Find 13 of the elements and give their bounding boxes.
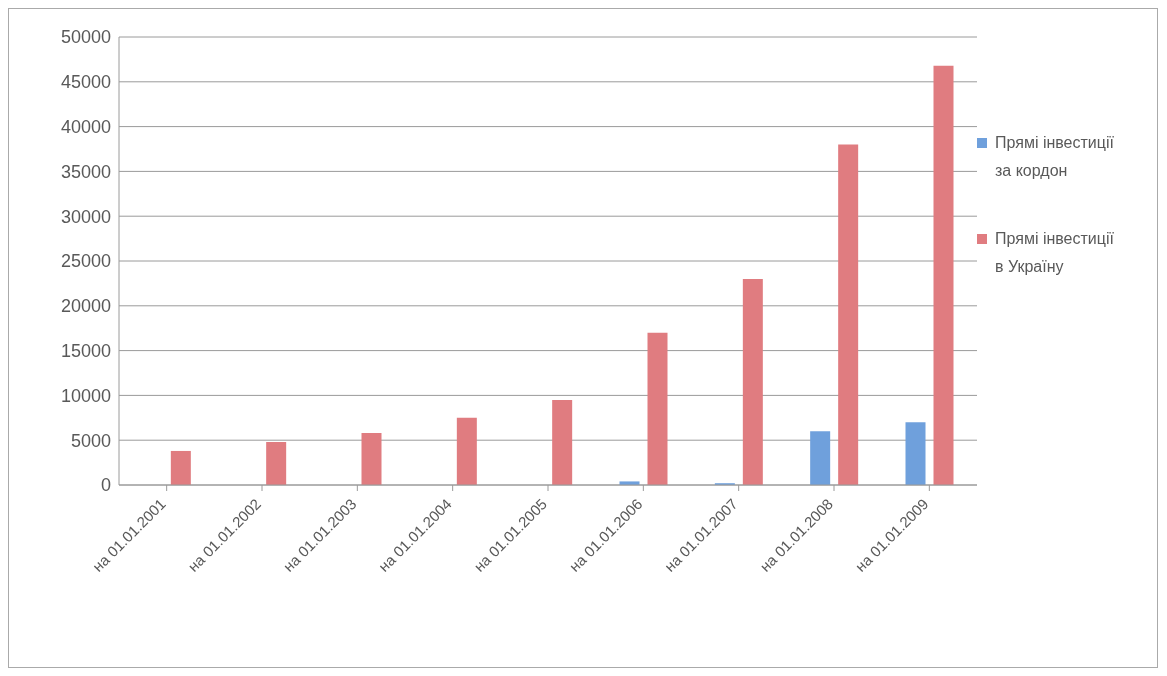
y-tick-label: 30000	[60, 206, 111, 227]
y-tick-label: 45000	[60, 72, 111, 93]
legend-label: Прямі інвестиції в Україну	[995, 229, 1115, 277]
y-tick-label: 5000	[70, 430, 111, 451]
y-tick-label: 10000	[60, 385, 111, 406]
y-tick-label: 50000	[60, 27, 111, 48]
y-tick-label: 20000	[60, 296, 111, 317]
y-tick-label: 25000	[60, 251, 111, 272]
legend-label: Прямі інвестиції за кордон	[995, 133, 1115, 181]
y-tick-label: 15000	[60, 340, 111, 361]
y-tick-label: 0	[100, 475, 111, 496]
y-tick-label: 35000	[60, 161, 111, 182]
y-tick-label: 40000	[60, 116, 111, 137]
